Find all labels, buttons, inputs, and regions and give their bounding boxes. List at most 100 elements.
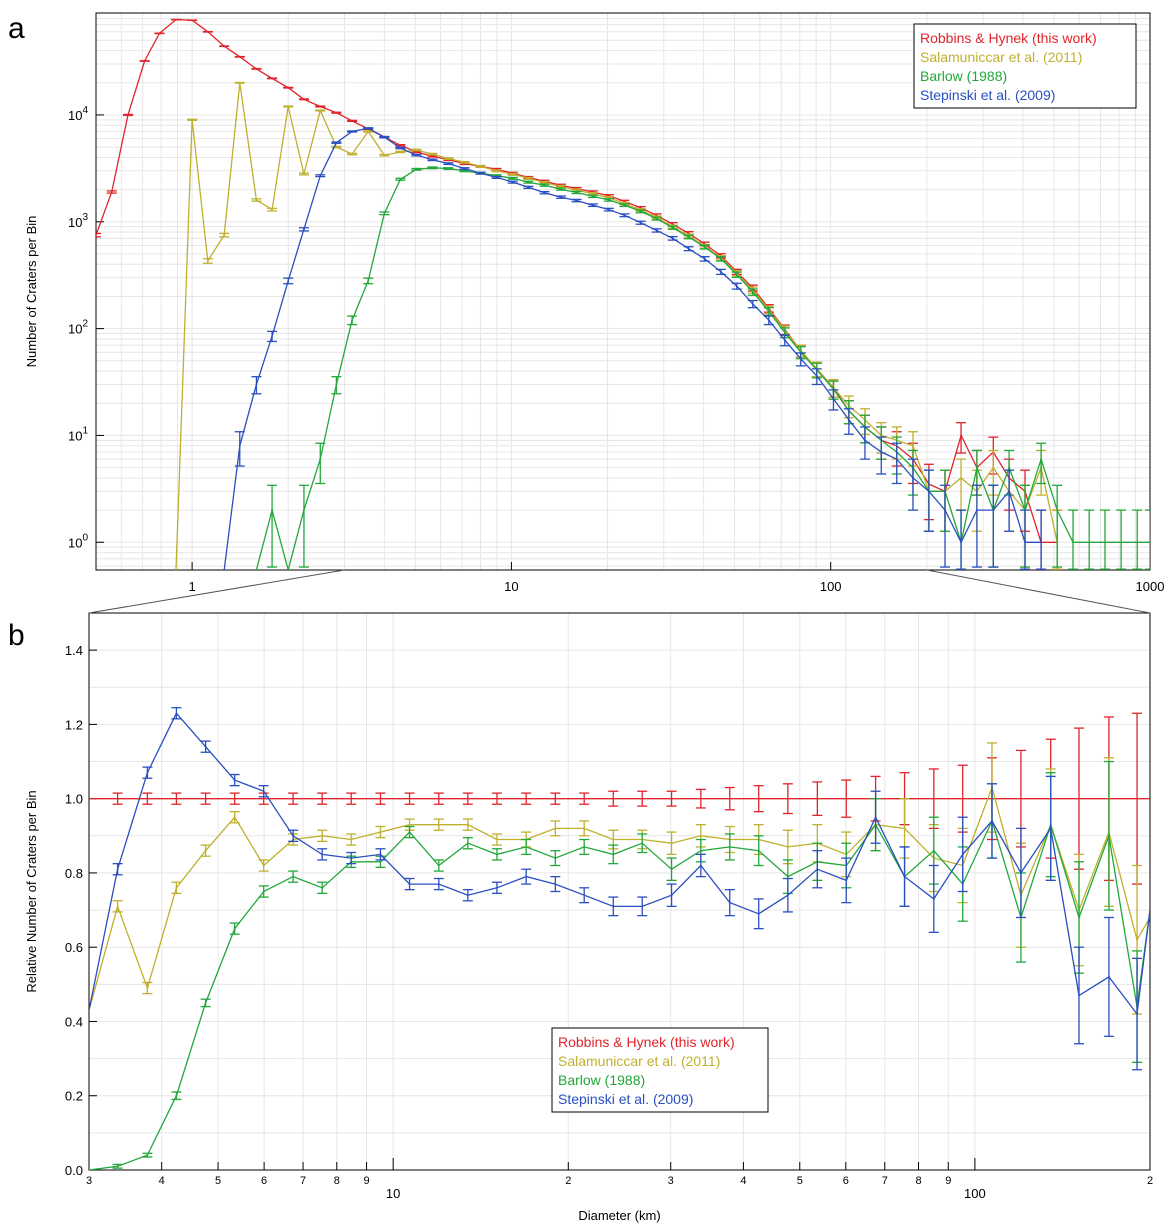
x-major-tick-label: 100 [964, 1186, 986, 1201]
data-point [992, 509, 995, 512]
error-bar [1132, 509, 1143, 570]
y-tick-label: 1.2 [65, 717, 83, 732]
data-point [670, 842, 673, 845]
data-point [1020, 872, 1022, 874]
error-bar [317, 848, 328, 861]
data-point [116, 1165, 119, 1168]
error-bar [363, 130, 374, 133]
data-point [1136, 541, 1139, 544]
error-bar [1132, 957, 1143, 1071]
error-bar [521, 868, 532, 885]
error-bar [404, 792, 415, 805]
data-point [583, 846, 586, 848]
error-bar [347, 130, 358, 133]
error-bar [475, 171, 486, 175]
data-point [927, 490, 930, 493]
data-point [575, 191, 578, 194]
data-point [367, 279, 370, 282]
error-bar [379, 211, 390, 216]
y-tick-label: 1.0 [65, 792, 83, 807]
data-point [1149, 541, 1150, 544]
error-bar [619, 203, 630, 208]
data-point [191, 118, 194, 121]
error-bar [666, 831, 677, 856]
data-point [223, 45, 226, 48]
error-bar [234, 431, 245, 467]
error-bar [724, 833, 735, 861]
data-point [437, 797, 440, 800]
data-point [728, 901, 731, 904]
error-bar [404, 877, 415, 891]
data-point [703, 246, 706, 248]
data-point [335, 111, 338, 114]
data-point [431, 155, 434, 158]
x-tick-label: 5 [215, 1175, 221, 1187]
data-point [238, 55, 241, 58]
data-point [525, 846, 528, 848]
data-point [511, 181, 514, 184]
error-bar [142, 766, 153, 779]
error-bar [523, 180, 534, 184]
series-stepinski-et-al-2009 [223, 127, 1047, 570]
data-point [351, 130, 354, 133]
error-bar [288, 870, 299, 883]
data-point [976, 466, 978, 469]
error-bar [491, 792, 502, 805]
error-bar [939, 484, 950, 568]
data-point [560, 188, 562, 191]
data-point [350, 838, 353, 841]
data-point [233, 927, 236, 930]
error-bar [234, 55, 245, 58]
y-tick-label: 0.4 [65, 1014, 83, 1029]
data-point [447, 157, 450, 160]
data-point [767, 319, 770, 322]
data-point [575, 199, 578, 202]
error-bar [427, 158, 438, 162]
error-bar [523, 176, 534, 180]
error-bar [379, 135, 390, 139]
data-point [612, 838, 615, 841]
error-bar [142, 792, 153, 805]
error-bar [747, 299, 758, 309]
x-tick-label: 6 [843, 1175, 849, 1187]
data-point [496, 853, 498, 856]
error-bar [666, 883, 677, 908]
data-point [1049, 827, 1052, 830]
error-bar [812, 850, 823, 889]
data-point [612, 905, 615, 908]
data-point [271, 335, 273, 338]
data-point [728, 797, 731, 800]
data-point [757, 797, 760, 800]
y-tick-base: 10 [68, 322, 82, 337]
error-bar [171, 881, 182, 895]
error-bar [608, 844, 619, 865]
error-bar [637, 896, 648, 917]
error-bar [395, 146, 406, 150]
y-tick-label: 100 [68, 532, 88, 550]
error-bar [683, 246, 694, 252]
error-bar [459, 160, 470, 164]
data-point [466, 894, 469, 897]
x-tick-label: 6 [261, 1175, 267, 1187]
data-point [880, 451, 883, 453]
error-bar [667, 225, 678, 230]
error-bar [375, 825, 386, 839]
error-bar [666, 857, 677, 882]
error-bar [258, 885, 269, 898]
data-point [670, 868, 673, 871]
error-bar [375, 848, 386, 861]
data-point [479, 172, 482, 175]
error-bar [106, 190, 117, 194]
error-bar [443, 162, 454, 166]
error-bar [315, 174, 326, 178]
data-point [466, 842, 469, 845]
data-point [431, 158, 434, 161]
error-bar [491, 848, 502, 861]
error-bar [637, 790, 648, 807]
data-point [1108, 976, 1110, 978]
data-point [623, 204, 626, 207]
data-point [874, 816, 877, 819]
data-point [116, 797, 119, 800]
error-bar [715, 256, 726, 262]
y-tick-label: 0.8 [65, 866, 83, 881]
